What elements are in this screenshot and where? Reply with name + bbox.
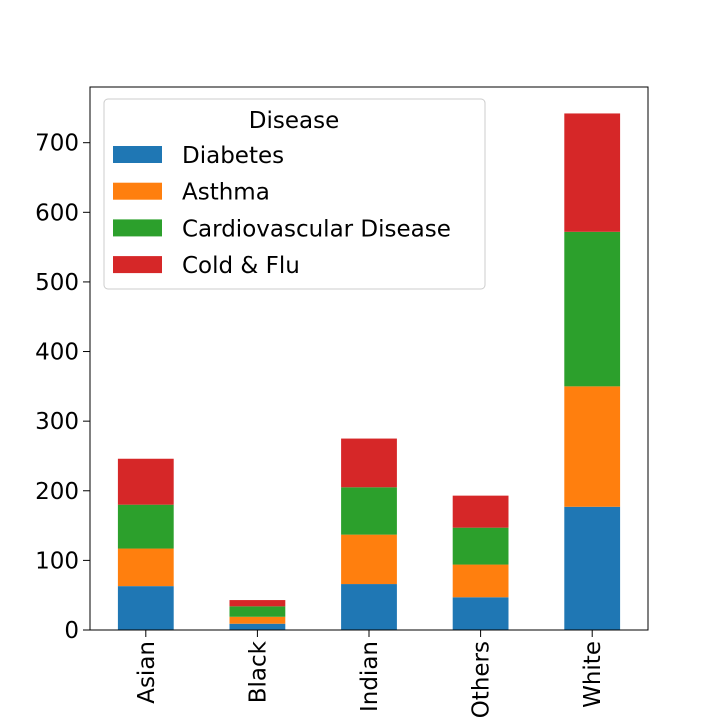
bar-white-diabetes	[564, 506, 621, 630]
bar-black-asthma	[229, 616, 286, 624]
y-tick-label: 300	[35, 409, 79, 435]
legend-label: Cold & Flu	[182, 253, 300, 279]
bar-indian-cardiovascular-disease	[341, 487, 397, 535]
y-tick-label: 500	[35, 270, 79, 296]
y-axis: 0 100 200 300 400 500 600 700	[35, 131, 90, 644]
legend-swatch	[113, 146, 162, 163]
y-tick-label: 0	[64, 618, 79, 644]
bar-others-cold-flu	[452, 495, 509, 528]
bar-asian-cardiovascular-disease	[117, 504, 174, 549]
y-tick-label: 200	[35, 479, 79, 505]
legend-swatch	[113, 182, 162, 200]
y-tick-label: 600	[35, 200, 79, 226]
bar-indian-asthma	[341, 534, 397, 585]
y-tick-label: 100	[35, 548, 79, 574]
legend-label: Diabetes	[182, 143, 284, 169]
legend-title: Disease	[249, 108, 339, 134]
bar-asian-diabetes	[117, 586, 174, 630]
y-tick-label: 400	[35, 340, 79, 366]
bar-white-cardiovascular-disease	[564, 231, 621, 387]
bar-indian-cold-flu	[341, 438, 397, 488]
bar-others-diabetes	[452, 597, 509, 630]
bar-others-asthma	[452, 564, 509, 598]
legend-entries: Diabetes Asthma Cardiovascular Disease Cold…	[113, 143, 451, 279]
legend: Disease Diabetes Asthma Cardiovascular Dis…	[103, 98, 486, 290]
legend-box	[103, 98, 486, 290]
bar-black-diabetes	[229, 623, 286, 630]
x-tick-label: Asian	[134, 641, 160, 704]
legend-label: Cardiovascular Disease	[182, 216, 451, 242]
bar-asian-asthma	[117, 548, 174, 587]
bar-indian-diabetes	[341, 584, 397, 630]
bar-black-cold-flu	[229, 600, 286, 607]
bar-asian-cold-flu	[117, 458, 174, 505]
legend-label: Asthma	[182, 180, 270, 206]
x-axis: Asian Black Indian Others White	[134, 630, 606, 718]
legend-swatch	[113, 256, 162, 274]
legend-swatch	[113, 219, 162, 237]
bars-layer	[117, 113, 621, 630]
x-tick-label: Black	[245, 640, 271, 703]
x-tick-label: White	[580, 641, 606, 708]
bar-others-cardiovascular-disease	[452, 527, 509, 565]
bar-black-cardiovascular-disease	[229, 606, 286, 617]
bar-white-cold-flu	[564, 113, 621, 232]
bar-white-asthma	[564, 386, 621, 507]
y-tick-label: 700	[35, 131, 79, 157]
x-tick-label: Others	[469, 641, 495, 718]
x-tick-label: Indian	[357, 641, 383, 712]
